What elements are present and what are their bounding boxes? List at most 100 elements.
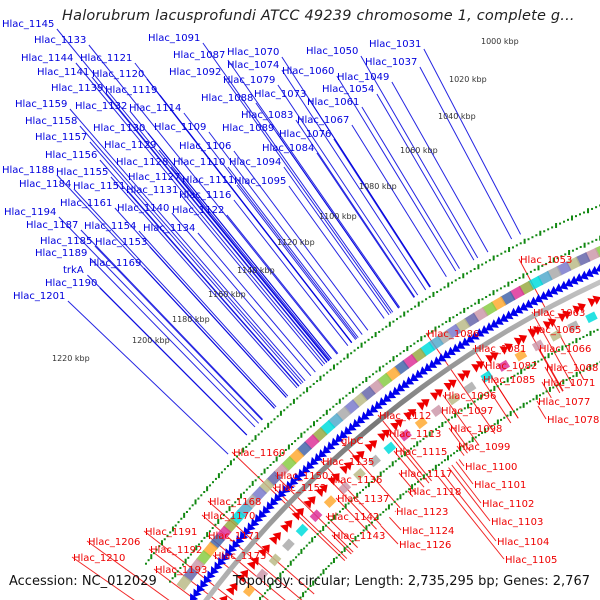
track-dot [346, 353, 349, 359]
track-dot [332, 364, 335, 370]
forward-gene-arrow [471, 331, 480, 340]
track-dot [480, 394, 483, 400]
feature-block [383, 441, 397, 455]
track-dot [303, 547, 306, 550]
track-dot [485, 261, 488, 264]
leader-line [183, 112, 358, 339]
track-dot [155, 548, 158, 551]
forward-gene-arrow [437, 353, 447, 362]
track-dot [203, 490, 206, 493]
track-dot [278, 454, 281, 457]
track-dot [514, 279, 517, 282]
gene-label: Hlac_1110 [173, 157, 225, 168]
track-dot [267, 422, 270, 428]
track-dot [416, 480, 419, 483]
track-dot [379, 471, 382, 477]
track-dot [393, 500, 396, 503]
reverse-gene-arrow [368, 440, 378, 449]
track-dot [568, 250, 571, 256]
gene-label: Hlac_1111 [182, 175, 234, 186]
feature-block [323, 495, 337, 508]
gene-label: Hlac_1096 [444, 391, 496, 402]
forward-gene-arrow [401, 379, 410, 388]
track-dot [368, 524, 371, 527]
reverse-gene-arrow [403, 412, 412, 421]
forward-gene-arrow [210, 565, 219, 575]
track-dot [519, 406, 522, 409]
track-dot [473, 267, 476, 270]
forward-gene-arrow [447, 346, 456, 356]
gene-label: Hlac_1092 [169, 67, 221, 78]
gene-label: Hlac_1109 [154, 122, 206, 133]
track-dot [556, 257, 559, 260]
track-dot [150, 554, 153, 560]
track-dot [548, 386, 551, 392]
track-dot [169, 580, 172, 583]
track-dot [174, 572, 177, 578]
gene-label: Hlac_1054 [322, 84, 374, 95]
gene-label: Hlac_1122 [172, 205, 224, 216]
leader-line [389, 516, 402, 531]
forward-gene-arrow [544, 288, 554, 298]
track-dot [392, 356, 395, 362]
forward-gene-arrow [595, 263, 600, 272]
leader-line [89, 257, 256, 428]
track-dot [443, 286, 446, 289]
track-dot [515, 244, 518, 247]
reverse-gene-arrow [364, 443, 373, 453]
track-dot [313, 535, 316, 538]
reverse-gene-arrow [280, 524, 289, 533]
forward-gene-arrow [590, 265, 599, 275]
track-dot [373, 478, 376, 481]
track-dot [434, 464, 437, 470]
gene-label: Hlac_1088 [201, 93, 253, 104]
track-dot [545, 390, 548, 393]
track-dot [591, 240, 594, 243]
track-dot [413, 342, 416, 345]
track-dot [496, 385, 499, 388]
forward-gene-arrow [529, 296, 539, 306]
forward-gene-arrow [193, 588, 202, 598]
leader-line [67, 300, 229, 455]
forward-gene-arrow [519, 302, 529, 311]
track-dot [332, 405, 335, 408]
track-dot [406, 310, 409, 313]
track-dot [272, 460, 275, 463]
track-dot [455, 313, 458, 316]
track-dot [503, 381, 506, 384]
reverse-gene-arrow [518, 334, 528, 344]
reverse-gene-arrow [407, 409, 417, 418]
track-dot [312, 421, 315, 427]
track-dot [488, 293, 491, 296]
track-dot [214, 477, 217, 480]
forward-gene-arrow [442, 349, 452, 359]
track-dot [329, 408, 332, 411]
track-dot [465, 443, 468, 446]
leader-line [331, 534, 352, 555]
track-dot [541, 264, 544, 267]
track-dot [174, 524, 177, 527]
reverse-gene-arrow [236, 574, 245, 583]
track-dot [444, 421, 447, 424]
reverse-gene-arrow [351, 454, 361, 464]
leader-line [544, 366, 561, 394]
track-dot [434, 326, 437, 332]
track-dot [283, 409, 286, 412]
track-dot [548, 260, 551, 263]
track-dot [223, 468, 226, 471]
track-dot [236, 455, 239, 458]
track-dot [460, 409, 463, 412]
track-dot [257, 433, 260, 436]
track-dot [341, 507, 344, 510]
track-dot [364, 341, 367, 344]
track-dot [575, 371, 578, 377]
track-dot [322, 569, 325, 575]
track-dot [481, 298, 484, 301]
track-dot [467, 403, 470, 409]
gene-label: Hlac_1120 [92, 69, 144, 80]
leader-line [233, 150, 369, 331]
leader-line [127, 190, 300, 387]
track-dot [340, 551, 343, 554]
leader-line [233, 199, 349, 346]
reverse-gene-arrow [528, 329, 537, 338]
